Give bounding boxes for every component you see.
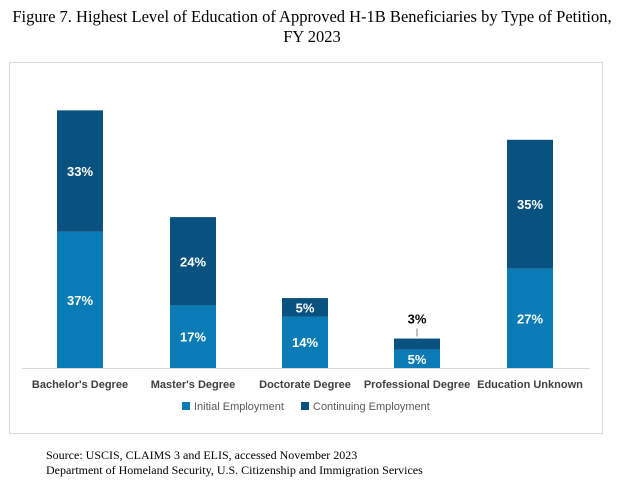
legend-label-initial-employment: Initial Employment [194, 401, 284, 413]
category-label: Doctorate Degree [259, 379, 351, 391]
bar-initial-employment [57, 231, 103, 368]
source-note: Source: USCIS, CLAIMS 3 and ELIS, access… [46, 448, 423, 478]
figure-title: Figure 7. Highest Level of Education of … [0, 7, 624, 47]
bar-initial-employment [282, 316, 328, 368]
bar-initial-employment [507, 268, 553, 368]
bar-continuing-employment [507, 139, 553, 269]
bar-continuing-employment [282, 298, 328, 317]
data-label-initial: 27% [517, 311, 543, 326]
legend-swatch-continuing-employment [301, 402, 309, 410]
data-label-continuing: 3% [408, 312, 427, 327]
data-label-continuing: 33% [67, 164, 93, 179]
bar-continuing-employment [57, 110, 103, 232]
bar-continuing-employment [394, 338, 440, 350]
data-label-continuing: 24% [180, 254, 206, 269]
figure-title-line-2: FY 2023 [283, 27, 341, 46]
bar-initial-employment [170, 305, 216, 368]
category-label: Education Unknown [477, 379, 583, 391]
data-label-initial: 37% [67, 293, 93, 308]
category-label: Professional Degree [364, 379, 470, 391]
category-label: Master's Degree [151, 379, 236, 391]
data-label-initial: 14% [292, 335, 318, 350]
bar-initial-employment [394, 349, 440, 368]
category-label: Bachelor's Degree [32, 379, 128, 391]
data-label-initial: 5% [408, 352, 427, 367]
source-line-2: Department of Homeland Security, U.S. Ci… [46, 463, 423, 477]
stacked-bar-chart: 37% 33% Bachelor's Degree 17% 24% Master's De… [22, 110, 590, 413]
figure-title-line-1: Figure 7. Highest Level of Education of … [12, 7, 612, 26]
chart-container: 37% 33% Bachelor's Degree 17% 24% Master's De… [9, 62, 603, 434]
source-line-1: Source: USCIS, CLAIMS 3 and ELIS, access… [46, 448, 358, 462]
bar-continuing-employment [170, 217, 216, 306]
data-label-continuing: 5% [296, 300, 315, 315]
legend-swatch-initial-employment [182, 402, 190, 410]
legend-label-continuing-employment: Continuing Employment [313, 401, 430, 413]
data-label-continuing: 35% [517, 197, 543, 212]
data-label-initial: 17% [180, 330, 206, 345]
